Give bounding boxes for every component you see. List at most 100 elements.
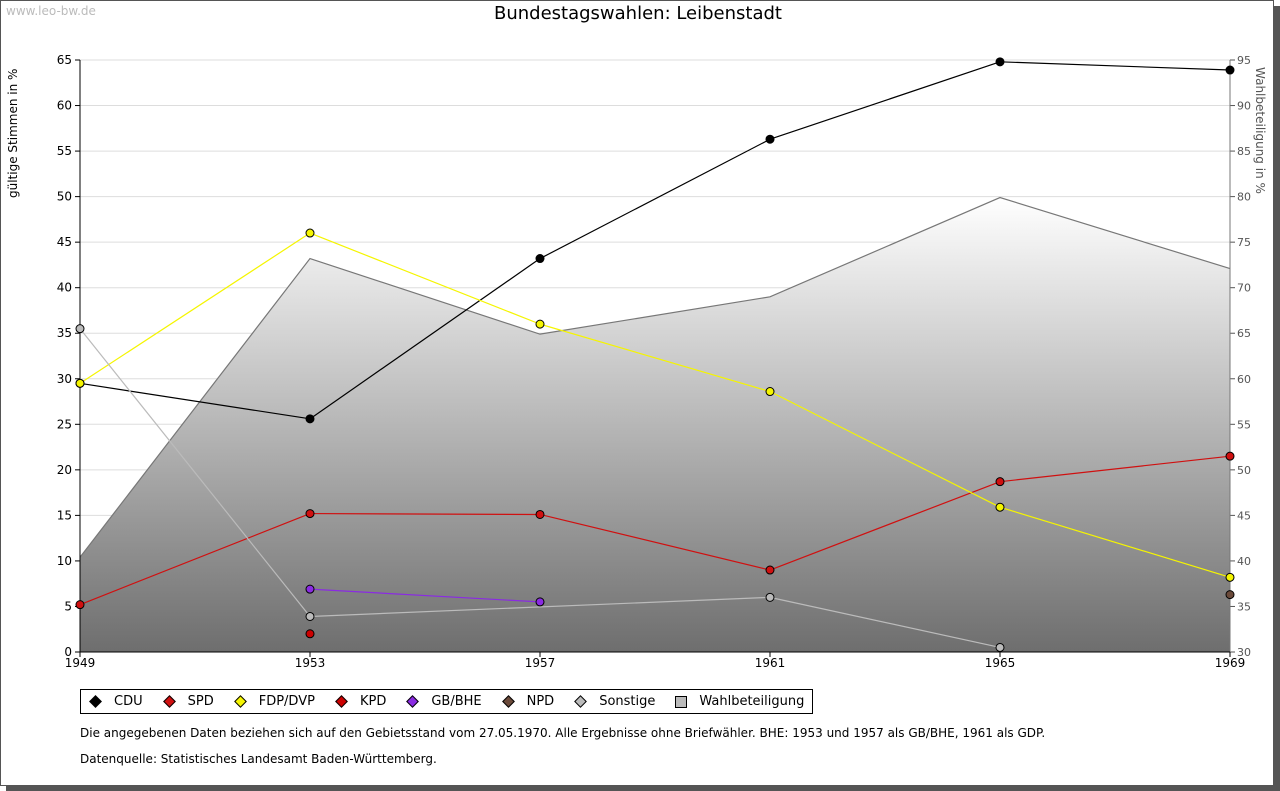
chart-title: Bundestagswahlen: Leibenstadt [493,3,782,24]
y2-tick-label: 35 [1237,600,1251,613]
point-spd [995,477,1005,487]
line-fdp-dvp [309,232,541,325]
legend-marker [406,695,420,708]
y2-tick-label: 95 [1237,54,1251,67]
line-spd [999,455,1231,483]
legend-label: GB/BHE [431,694,482,709]
y2-tick-label: 60 [1237,373,1251,386]
line-spd [79,513,311,606]
line-gb-bhe [309,588,541,603]
line-cdu [309,258,541,420]
line-cdu [999,61,1231,71]
point-cdu [535,254,545,264]
point-cdu [305,414,315,424]
point-cdu [765,134,775,144]
turnout-area [79,196,1231,652]
point-spd [75,600,85,610]
legend-marker [574,695,588,708]
y2-tick-label: 75 [1237,236,1251,249]
y2-tick-label: 30 [1237,646,1251,659]
point-npd [1225,590,1235,600]
legend-marker [335,695,348,708]
legend-label: KPD [359,694,387,709]
point-fdp-dvp [535,319,545,329]
y-tick-label: 15 [57,508,72,522]
turnout-line [79,196,1231,558]
y-tick-label: 55 [57,144,72,158]
y2-tick-label: 70 [1237,282,1251,295]
y2-axis-label: Wahlbeteiligung in % [1253,67,1267,194]
y-tick-label: 25 [57,417,72,431]
point-fdp-dvp [995,502,1005,512]
y-tick-label: 45 [57,235,72,249]
line-sonstige [79,328,311,617]
point-cdu [995,57,1005,67]
y-tick-label: 20 [57,463,72,477]
point-spd [305,509,315,519]
turnout-fill [80,197,1230,652]
y-axis-label: gültige Stimmen in % [6,68,20,198]
series-lines [79,61,1231,649]
x-tick-label: 1961 [755,656,786,670]
point-fdp-dvp [765,387,775,397]
line-spd [539,513,771,571]
y-tick-label: 65 [57,53,72,67]
legend-item: KPD [333,694,386,709]
point-kpd [305,629,315,639]
y2-tick-label: 45 [1237,509,1251,522]
x-tick-label: 1965 [985,656,1016,670]
point-sonstige [995,642,1005,652]
footnote: Die angegebenen Daten beziehen sich auf … [80,726,1046,740]
y-tick-label: 5 [64,599,72,613]
point-sonstige [75,324,85,334]
line-cdu [769,61,1001,140]
y2-tick-label: 50 [1237,464,1251,477]
point-spd [535,509,545,519]
y-tick-label: 35 [57,326,72,340]
y-tick-label: 40 [57,281,72,295]
y2-tick-label: 80 [1237,191,1251,204]
line-cdu [79,382,311,420]
point-fdp-dvp [305,228,315,238]
y2-tick-label: 85 [1237,145,1251,158]
line-cdu [539,138,771,260]
y-tick-label: 10 [57,554,72,568]
legend-swatch-box [675,695,688,708]
legend-marker [501,695,515,708]
legend-item: CDU [87,694,143,709]
legend-label: Wahlbeteiligung [699,694,805,709]
point-sonstige [765,592,775,602]
legend-label: Sonstige [599,694,656,709]
legend-label: FDP/DVP [258,694,315,709]
data-source: Datenquelle: Statistisches Landesamt Bad… [80,752,437,766]
point-gb-bhe [305,584,315,594]
line-spd [769,481,1001,571]
y2-tick-label: 90 [1237,100,1251,113]
line-fdp-dvp [999,506,1231,578]
line-sonstige [309,596,771,618]
legend-item: FDP/DVP [232,694,315,709]
axes: 0 5 10 15 20 25 30 35 40 45 50 55 60 65 30 35 40 45 50 55 60… [57,53,1251,670]
legend-item: Wahlbeteiligung [673,694,804,709]
legend-item: SPD [161,694,214,709]
legend-marker [233,695,247,708]
legend-item: Sonstige [572,694,655,709]
legend-marker [162,695,176,708]
x-tick-label: 1957 [525,656,556,670]
y-tick-label: 30 [57,372,72,386]
line-fdp-dvp [79,232,311,384]
line-spd [309,512,541,516]
legend-label: CDU [114,694,143,709]
y2-tick-label: 65 [1237,327,1251,340]
x-tick-label: 1949 [65,656,96,670]
watermark: www.leo-bw.de [6,4,96,18]
y-tick-label: 0 [64,645,72,659]
point-gb-bhe [535,597,545,607]
x-tick-label: 1969 [1215,656,1246,670]
y2-tick-label: 55 [1237,418,1251,431]
point-sonstige [305,611,315,621]
y-tick-label: 50 [57,190,72,204]
legend-marker [89,695,102,708]
point-spd [1225,451,1235,461]
line-sonstige [769,596,1001,649]
